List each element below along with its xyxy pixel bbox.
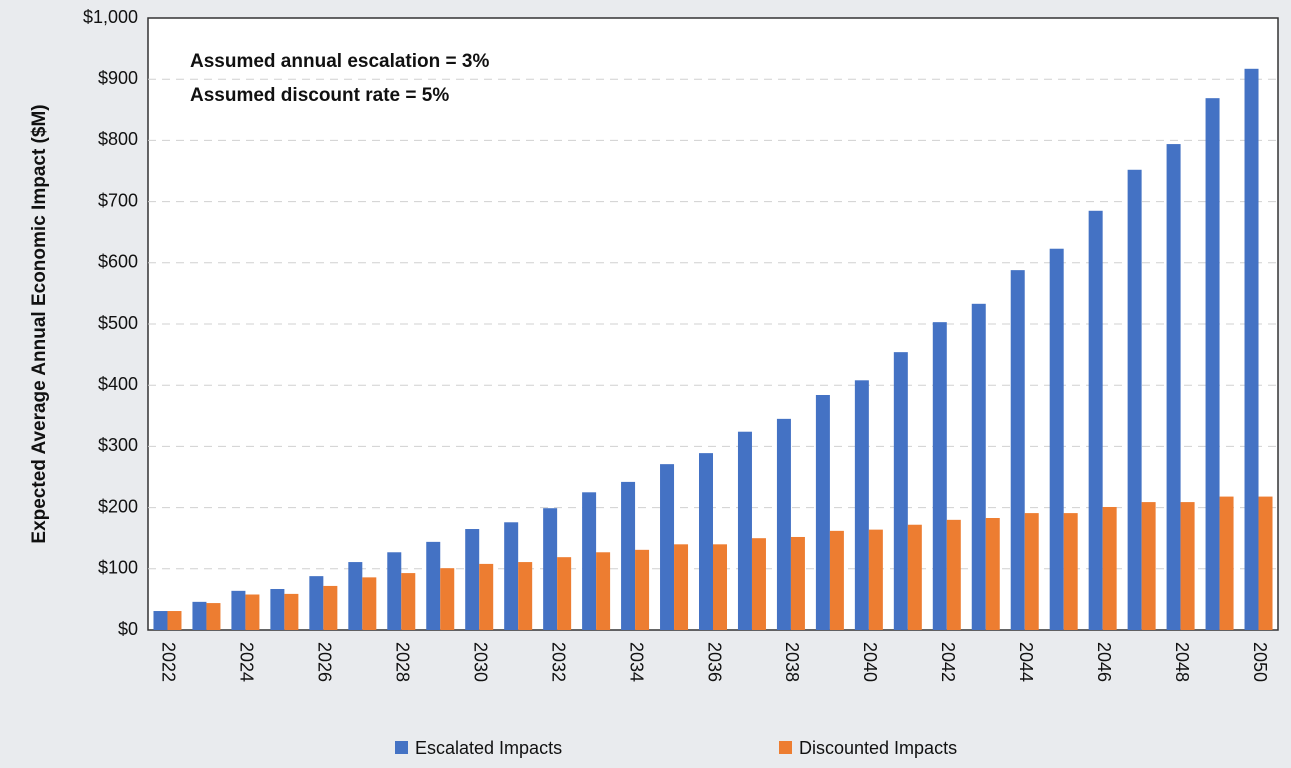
bar <box>1180 502 1195 630</box>
x-tick-label: 2048 <box>1172 642 1192 682</box>
annotation: Assumed discount rate = 5% <box>190 85 449 106</box>
y-tick-label: $800 <box>98 129 138 149</box>
bar <box>932 322 947 630</box>
x-tick-label: 2040 <box>860 642 880 682</box>
bar <box>751 538 766 630</box>
bar <box>362 577 377 630</box>
bar <box>284 593 299 630</box>
bar <box>309 576 324 630</box>
bar <box>635 549 650 630</box>
legend-swatch <box>395 741 408 754</box>
x-tick-label: 2030 <box>470 642 490 682</box>
x-tick-label: 2038 <box>782 642 802 682</box>
bar <box>426 541 441 630</box>
bar <box>790 536 805 630</box>
bar <box>1102 506 1117 630</box>
bar <box>504 522 519 630</box>
bar <box>737 431 752 630</box>
bar <box>192 601 207 630</box>
bar <box>713 544 727 630</box>
y-tick-label: $600 <box>98 252 138 272</box>
x-tick-label: 2036 <box>704 642 724 682</box>
annotation: Assumed annual escalation = 3% <box>190 51 489 72</box>
bar <box>1166 144 1181 630</box>
bar <box>348 562 363 630</box>
bar <box>1205 98 1220 630</box>
legend-label: Discounted Impacts <box>799 738 957 758</box>
bar <box>1258 496 1273 630</box>
bar <box>543 508 558 630</box>
bar <box>674 544 689 630</box>
bar <box>1244 68 1259 630</box>
x-tick-label: 2044 <box>1016 642 1036 682</box>
x-tick-label: 2026 <box>315 642 335 682</box>
bar <box>518 562 533 630</box>
x-tick-label: 2050 <box>1250 642 1270 682</box>
y-tick-label: $900 <box>98 68 138 88</box>
bar <box>206 603 221 630</box>
y-axis-title: Expected Average Annual Economic Impact … <box>29 104 50 543</box>
bar <box>815 394 830 630</box>
bar <box>387 552 402 630</box>
y-tick-label: $300 <box>98 435 138 455</box>
bar <box>1063 513 1078 630</box>
bar <box>1010 270 1025 630</box>
bar <box>946 519 961 630</box>
x-tick-label: 2032 <box>548 642 568 682</box>
bar <box>167 611 182 630</box>
bar <box>1127 169 1142 630</box>
y-tick-label: $500 <box>98 313 138 333</box>
bar <box>985 518 1000 630</box>
bar <box>868 529 883 630</box>
bar <box>1219 496 1234 630</box>
y-tick-label: $400 <box>98 374 138 394</box>
bar <box>231 590 246 630</box>
bar <box>621 481 636 630</box>
bar <box>854 380 869 630</box>
bar <box>1024 513 1039 630</box>
x-tick-label: 2046 <box>1094 642 1114 682</box>
bar <box>596 552 611 630</box>
x-tick-label: 2034 <box>626 642 646 682</box>
bar <box>907 524 922 630</box>
bar <box>1049 248 1064 630</box>
bar <box>893 352 908 630</box>
x-tick-label: 2022 <box>159 642 179 682</box>
bar <box>1141 502 1156 630</box>
bar <box>660 464 675 630</box>
x-tick-label: 2042 <box>938 642 958 682</box>
bar <box>971 303 986 630</box>
bar <box>245 594 260 630</box>
bar <box>699 453 713 630</box>
y-tick-label: $700 <box>98 190 138 210</box>
bar <box>440 568 455 630</box>
bar <box>582 492 597 630</box>
bar <box>479 563 494 630</box>
x-tick-label: 2024 <box>237 642 257 682</box>
bar <box>153 611 168 630</box>
bar <box>776 418 791 630</box>
bar <box>465 529 480 630</box>
bar <box>323 585 338 630</box>
bar <box>270 588 285 630</box>
legend-swatch <box>779 741 792 754</box>
x-tick-label: 2028 <box>393 642 413 682</box>
y-tick-label: $200 <box>98 496 138 516</box>
legend-label: Escalated Impacts <box>415 738 562 758</box>
bar <box>557 557 572 630</box>
bar <box>401 573 416 630</box>
y-tick-label: $1,000 <box>83 7 138 27</box>
bar <box>1088 210 1103 630</box>
y-tick-label: $100 <box>98 558 138 578</box>
y-tick-label: $0 <box>118 619 138 639</box>
bar <box>829 530 844 630</box>
